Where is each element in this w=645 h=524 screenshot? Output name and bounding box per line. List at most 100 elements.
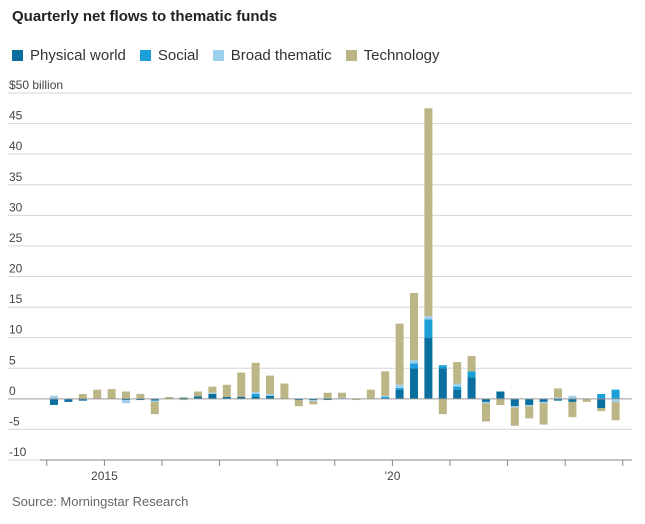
bar-segment [338, 392, 346, 398]
legend-swatch-social [139, 49, 151, 61]
bar-segment [410, 293, 418, 361]
bar-segment [510, 398, 519, 407]
bar-segment [410, 368, 418, 399]
bar-segment [611, 401, 620, 421]
bar-segment [136, 398, 145, 401]
bar-segment [424, 108, 433, 317]
bar-segment [179, 397, 188, 399]
bar-segment [539, 398, 548, 402]
bar-segment [150, 401, 159, 415]
bar-segment [554, 398, 562, 401]
bar-segment [424, 316, 433, 320]
bar-segment [496, 391, 505, 399]
bar-segment [482, 398, 490, 402]
bar-segment [410, 360, 418, 364]
bar-segment [150, 400, 159, 402]
y-tick-label: 10 [9, 323, 23, 337]
legend-label-social: Social [157, 46, 199, 64]
bar-segment [78, 398, 87, 401]
bar-segment [381, 396, 390, 399]
x-tick-label: ’20 [384, 469, 400, 483]
bar-segment [482, 403, 490, 422]
bar-segment [482, 401, 490, 404]
bar-segment [395, 387, 404, 390]
bars [50, 108, 620, 426]
bar-segment [597, 393, 606, 399]
bar-segment [136, 393, 145, 399]
bar-segment [467, 356, 476, 372]
y-tick-label: 0 [9, 384, 16, 398]
bar-segment [381, 371, 390, 396]
bar-segment [122, 398, 130, 401]
bar-segment [93, 389, 102, 399]
legend-item-physical-world: Physical world [12, 47, 126, 64]
y-tick-label: 35 [9, 170, 23, 184]
y-tick-label: $50 billion [9, 78, 63, 92]
x-axis: 2015 ’20 [40, 459, 632, 483]
bar-segment [122, 391, 130, 399]
bar-segment [78, 393, 87, 399]
legend-label-technology: Technology [363, 46, 440, 64]
x-tick-label: 2015 [91, 469, 118, 483]
bar-segment [338, 397, 346, 399]
bar-segment [222, 384, 231, 397]
bar-segment [424, 337, 433, 399]
bar-segment [179, 398, 188, 401]
y-tick-label: 5 [9, 353, 16, 367]
legend-item-broad-thematic: Broad thematic [212, 47, 332, 64]
bar-segment [208, 393, 217, 399]
bar-segment [208, 386, 217, 393]
bar-segment [438, 365, 447, 369]
bar-segment [568, 398, 577, 402]
bar-segment [323, 392, 332, 399]
bar-segment [410, 363, 418, 369]
legend-swatch-physical-world [12, 49, 23, 61]
bar-segment [165, 396, 174, 399]
bar-segment [366, 389, 375, 399]
bar-segment [381, 395, 390, 397]
bar-segment [525, 398, 534, 405]
y-tick-label: -10 [9, 445, 27, 459]
y-tick-label: 40 [9, 139, 23, 153]
bar-segment [453, 386, 462, 390]
bar-segment [554, 388, 562, 398]
grid-lines [8, 92, 632, 461]
bar-segment [496, 398, 505, 405]
bar-segment [438, 398, 447, 415]
bar-segment [539, 403, 548, 425]
bar-segment [122, 400, 130, 404]
bar-segment [251, 396, 260, 399]
legend-item-social: Social [139, 46, 199, 64]
bar-segment [194, 396, 202, 399]
y-tick-label: 45 [9, 109, 23, 123]
y-tick-label: 30 [9, 200, 23, 214]
bar-segment [294, 400, 303, 407]
bar-segment [424, 319, 433, 338]
legend-swatch-technology [345, 49, 357, 61]
bar-segment [323, 398, 332, 401]
bar-segment [597, 408, 606, 412]
bar-segment [568, 395, 577, 399]
bar-segment [251, 393, 260, 397]
bar-segment [266, 395, 274, 399]
y-axis-labels: -10 -5 0 5 10 15 20 25 30 35 40 45 $50 billion [9, 78, 63, 459]
bar-segment [395, 389, 404, 399]
bar-segment [251, 392, 260, 394]
bar-segment [611, 389, 620, 399]
bar-segment [309, 401, 318, 405]
bar-segment [50, 395, 58, 399]
bar-segment [237, 372, 246, 397]
bar-segment [539, 401, 548, 404]
legend: Physical world Social Broad thematic Tec… [12, 45, 454, 65]
legend-label-physical-world: Physical world [30, 46, 126, 64]
bar-segment [107, 389, 116, 399]
bar-segment [64, 398, 73, 402]
bar-segment [453, 383, 462, 387]
bar-segment [582, 398, 591, 402]
bar-segment [568, 401, 577, 418]
bar-segment [395, 384, 404, 388]
bar-segment [150, 398, 159, 401]
bar-segment [194, 391, 202, 397]
bar-segment [525, 406, 534, 419]
